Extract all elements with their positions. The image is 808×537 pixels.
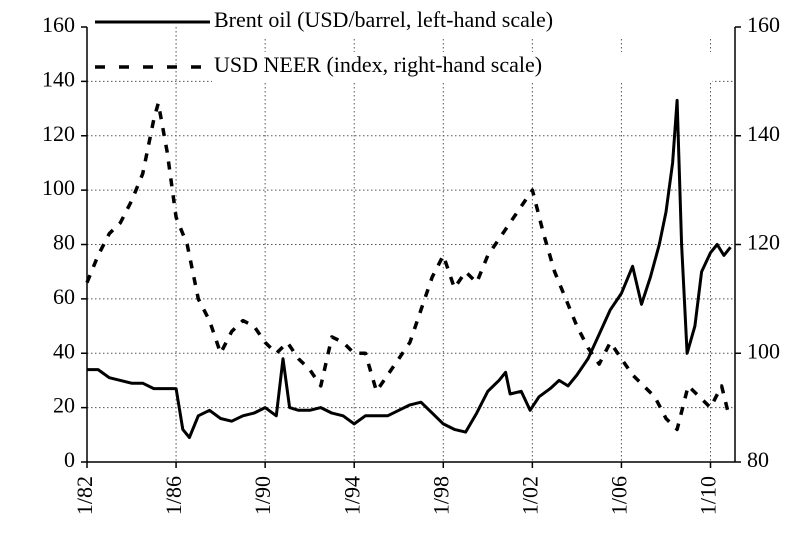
x-tick-label: 1/82: [72, 476, 97, 515]
legend-label: Brent oil (USD/barrel, left-hand scale): [214, 7, 553, 32]
legend-background: [212, 52, 712, 82]
x-tick-label: 1/94: [339, 476, 364, 515]
x-tick-label: 1/90: [250, 476, 275, 515]
x-tick-label: 1/86: [161, 476, 186, 515]
x-tick-label: 1/02: [517, 476, 542, 515]
y-tick-label: 160: [42, 12, 75, 37]
y-tick-label: 0: [64, 447, 75, 472]
y-tick-label: 40: [53, 338, 75, 363]
x-tick-label: 1/10: [696, 476, 721, 515]
y-tick-label: 80: [53, 230, 75, 255]
y2-tick-label: 120: [747, 230, 780, 255]
legend-label: USD NEER (index, right-hand scale): [214, 52, 542, 77]
y-tick-label: 120: [42, 121, 75, 146]
x-tick-label: 1/06: [606, 476, 631, 515]
y-tick-label: 60: [53, 284, 75, 309]
series-line: [87, 98, 732, 439]
y2-tick-label: 160: [747, 12, 780, 37]
y-tick-label: 20: [53, 393, 75, 418]
y-tick-label: 100: [42, 175, 75, 200]
x-tick-label: 1/98: [428, 476, 453, 515]
y-tick-label: 140: [42, 66, 75, 91]
y2-tick-label: 80: [747, 447, 769, 472]
y2-tick-label: 100: [747, 338, 780, 363]
y2-tick-label: 140: [747, 121, 780, 146]
legend-background: [212, 7, 712, 37]
